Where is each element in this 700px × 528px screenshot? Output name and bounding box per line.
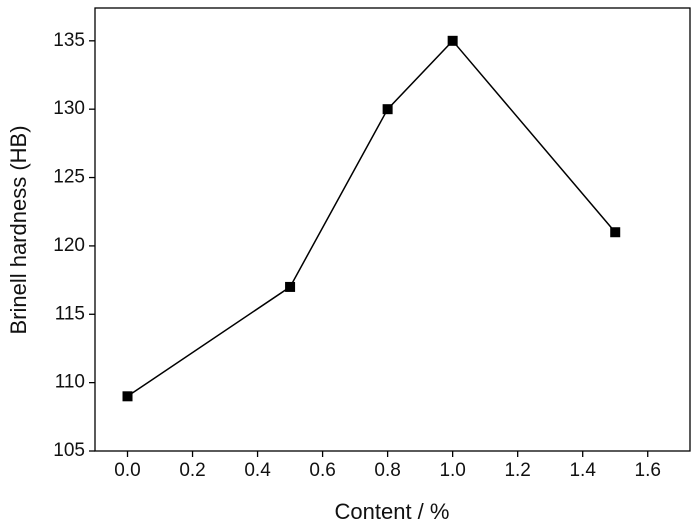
y-tick-label: 135 xyxy=(53,30,85,51)
y-tick-label: 110 xyxy=(55,372,85,393)
y-tick-label: 125 xyxy=(53,167,85,188)
x-tick-label: 0.2 xyxy=(179,460,205,481)
x-tick-label: 1.0 xyxy=(439,460,465,481)
x-tick-label: 1.2 xyxy=(504,460,530,481)
plot-frame xyxy=(94,7,691,452)
y-tick-label: 115 xyxy=(55,303,85,324)
marker xyxy=(610,227,621,238)
y-axis-title: Brinell hardness (HB) xyxy=(6,125,31,334)
x-tick-label: 1.6 xyxy=(635,460,661,481)
line xyxy=(127,39,616,397)
y-tick-label: 120 xyxy=(53,235,85,256)
marker xyxy=(285,281,296,292)
x-tick-label: 0.4 xyxy=(244,460,271,481)
x-tick-label: 0.6 xyxy=(309,460,335,481)
x-tick-label: 1.4 xyxy=(569,460,596,481)
marker xyxy=(382,104,393,115)
y-tick-label: 130 xyxy=(53,98,85,119)
x-tick-label: 0.8 xyxy=(374,460,400,481)
x-tick-label: 0.0 xyxy=(114,460,140,481)
marker xyxy=(447,35,458,46)
y-tick-label: 105 xyxy=(53,440,85,461)
x-axis-title: Content / % xyxy=(335,499,450,524)
marker xyxy=(122,391,133,402)
